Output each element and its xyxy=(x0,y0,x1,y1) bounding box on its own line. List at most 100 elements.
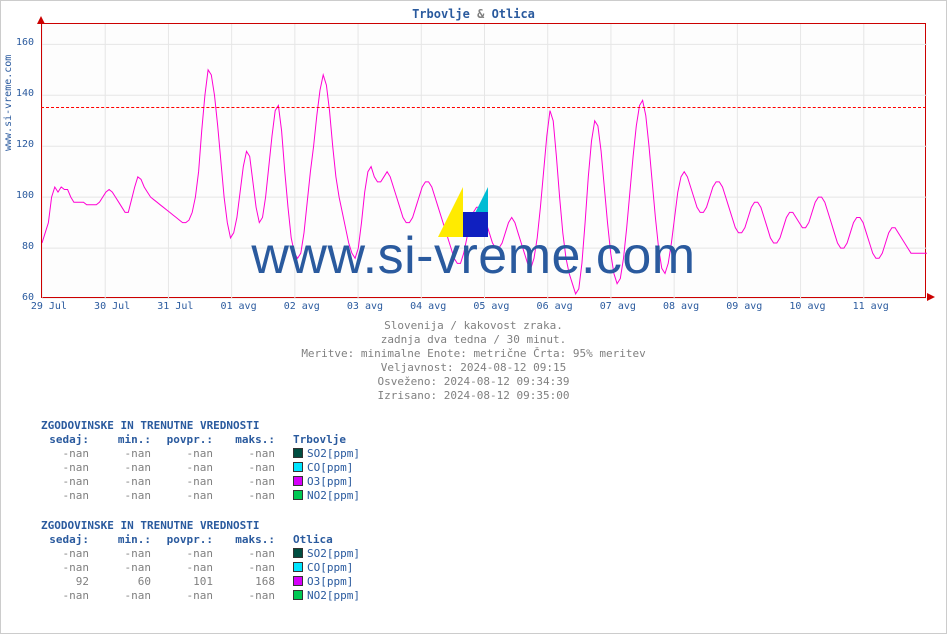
table-row: -nan-nan-nan-nanSO2[ppm] xyxy=(41,447,360,461)
column-header: min.: xyxy=(89,433,151,447)
column-header: maks.: xyxy=(213,433,275,447)
data-tables: ZGODOVINSKE IN TRENUTNE VREDNOSTIsedaj:m… xyxy=(41,419,360,619)
x-tick-label: 04 avg xyxy=(410,301,446,312)
threshold-line xyxy=(41,107,926,108)
chart-metadata: Slovenija / kakovost zraka. zadnja dva t… xyxy=(1,319,946,403)
table-cell: -nan xyxy=(41,561,89,575)
meta-line-5: Osveženo: 2024-08-12 09:34:39 xyxy=(1,375,946,389)
table-cell: -nan xyxy=(151,475,213,489)
station-name: Otlica xyxy=(275,533,333,547)
table-cell: -nan xyxy=(89,561,151,575)
column-header: min.: xyxy=(89,533,151,547)
legend-item: O3[ppm] xyxy=(275,575,353,589)
vertical-source-label: www.si-vreme.com xyxy=(3,55,14,151)
table-row: -nan-nan-nan-nanO3[ppm] xyxy=(41,475,360,489)
table-cell: -nan xyxy=(151,589,213,603)
value-table: ZGODOVINSKE IN TRENUTNE VREDNOSTIsedaj:m… xyxy=(41,419,360,503)
station-name: Trbovlje xyxy=(275,433,346,447)
column-header: povpr.: xyxy=(151,533,213,547)
y-tick-label: 80 xyxy=(4,241,34,252)
table-cell: 101 xyxy=(151,575,213,589)
meta-line-6: Izrisano: 2024-08-12 09:35:00 xyxy=(1,389,946,403)
color-swatch-icon xyxy=(293,576,303,586)
column-header: maks.: xyxy=(213,533,275,547)
table-cell: 168 xyxy=(213,575,275,589)
table-row: -nan-nan-nan-nanCO[ppm] xyxy=(41,461,360,475)
table-cell: -nan xyxy=(213,461,275,475)
legend-label: SO2[ppm] xyxy=(307,447,360,460)
table-title: ZGODOVINSKE IN TRENUTNE VREDNOSTI xyxy=(41,519,360,533)
legend-item: O3[ppm] xyxy=(275,475,353,489)
column-header: povpr.: xyxy=(151,433,213,447)
meta-line-3: Meritve: minimalne Enote: metrične Črta:… xyxy=(1,347,946,361)
table-header-row: sedaj:min.:povpr.:maks.:Trbovlje xyxy=(41,433,360,447)
table-cell: -nan xyxy=(89,461,151,475)
x-tick-label: 11 avg xyxy=(853,301,889,312)
legend-label: O3[ppm] xyxy=(307,475,353,488)
x-tick-label: 06 avg xyxy=(537,301,573,312)
column-header: sedaj: xyxy=(41,433,89,447)
table-row: -nan-nan-nan-nanSO2[ppm] xyxy=(41,547,360,561)
table-row: -nan-nan-nan-nanCO[ppm] xyxy=(41,561,360,575)
x-axis-arrow-icon xyxy=(927,293,935,301)
color-swatch-icon xyxy=(293,448,303,458)
chart-title: Trbovlje & Otlica xyxy=(1,7,946,21)
table-row: -nan-nan-nan-nanNO2[ppm] xyxy=(41,489,360,503)
table-cell: -nan xyxy=(41,489,89,503)
x-tick-label: 10 avg xyxy=(789,301,825,312)
legend-item: SO2[ppm] xyxy=(275,447,360,461)
table-cell: -nan xyxy=(213,561,275,575)
table-cell: -nan xyxy=(41,547,89,561)
table-cell: -nan xyxy=(89,589,151,603)
color-swatch-icon xyxy=(293,490,303,500)
x-tick-label: 07 avg xyxy=(600,301,636,312)
color-swatch-icon xyxy=(293,462,303,472)
table-cell: -nan xyxy=(213,475,275,489)
y-tick-label: 120 xyxy=(4,139,34,150)
legend-item: SO2[ppm] xyxy=(275,547,360,561)
title-station-a: Trbovlje xyxy=(412,7,470,21)
table-cell: -nan xyxy=(151,489,213,503)
meta-line-2: zadnja dva tedna / 30 minut. xyxy=(1,333,946,347)
table-cell: 60 xyxy=(89,575,151,589)
legend-label: SO2[ppm] xyxy=(307,547,360,560)
meta-line-1: Slovenija / kakovost zraka. xyxy=(1,319,946,333)
legend-item: CO[ppm] xyxy=(275,461,353,475)
table-cell: -nan xyxy=(213,589,275,603)
x-tick-label: 31 Jul xyxy=(157,301,193,312)
table-cell: -nan xyxy=(89,475,151,489)
table-cell: -nan xyxy=(41,447,89,461)
table-cell: -nan xyxy=(213,547,275,561)
color-swatch-icon xyxy=(293,590,303,600)
table-cell: 92 xyxy=(41,575,89,589)
line-chart xyxy=(41,23,926,298)
legend-label: NO2[ppm] xyxy=(307,489,360,502)
legend-item: NO2[ppm] xyxy=(275,489,360,503)
table-title: ZGODOVINSKE IN TRENUTNE VREDNOSTI xyxy=(41,419,360,433)
table-cell: -nan xyxy=(41,589,89,603)
table-cell: -nan xyxy=(151,561,213,575)
title-separator: & xyxy=(477,7,484,21)
x-tick-label: 01 avg xyxy=(220,301,256,312)
table-row: -nan-nan-nan-nanNO2[ppm] xyxy=(41,589,360,603)
color-swatch-icon xyxy=(293,476,303,486)
legend-label: O3[ppm] xyxy=(307,575,353,588)
x-tick-label: 30 Jul xyxy=(94,301,130,312)
color-swatch-icon xyxy=(293,548,303,558)
x-tick-label: 29 Jul xyxy=(31,301,67,312)
table-cell: -nan xyxy=(151,461,213,475)
meta-line-4: Veljavnost: 2024-08-12 09:15 xyxy=(1,361,946,375)
table-cell: -nan xyxy=(41,461,89,475)
column-header: sedaj: xyxy=(41,533,89,547)
y-tick-label: 160 xyxy=(4,37,34,48)
color-swatch-icon xyxy=(293,562,303,572)
table-row: 9260101168 O3[ppm] xyxy=(41,575,360,589)
legend-label: NO2[ppm] xyxy=(307,589,360,602)
legend-item: CO[ppm] xyxy=(275,561,353,575)
value-table: ZGODOVINSKE IN TRENUTNE VREDNOSTIsedaj:m… xyxy=(41,519,360,603)
legend-label: CO[ppm] xyxy=(307,461,353,474)
legend-label: CO[ppm] xyxy=(307,561,353,574)
table-cell: -nan xyxy=(41,475,89,489)
watermark-logo-icon xyxy=(438,187,488,237)
table-header-row: sedaj:min.:povpr.:maks.:Otlica xyxy=(41,533,360,547)
